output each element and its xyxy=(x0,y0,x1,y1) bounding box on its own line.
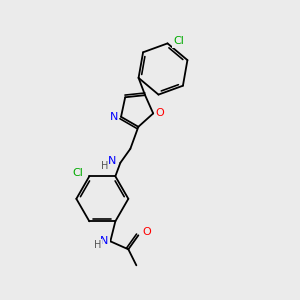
Text: H: H xyxy=(94,240,101,250)
Text: O: O xyxy=(142,227,151,237)
Text: N: N xyxy=(108,156,116,166)
Text: N: N xyxy=(100,236,109,246)
Text: Cl: Cl xyxy=(173,36,184,46)
Text: H: H xyxy=(101,161,108,171)
Text: Cl: Cl xyxy=(72,168,83,178)
Text: N: N xyxy=(110,112,118,122)
Text: O: O xyxy=(156,108,165,118)
